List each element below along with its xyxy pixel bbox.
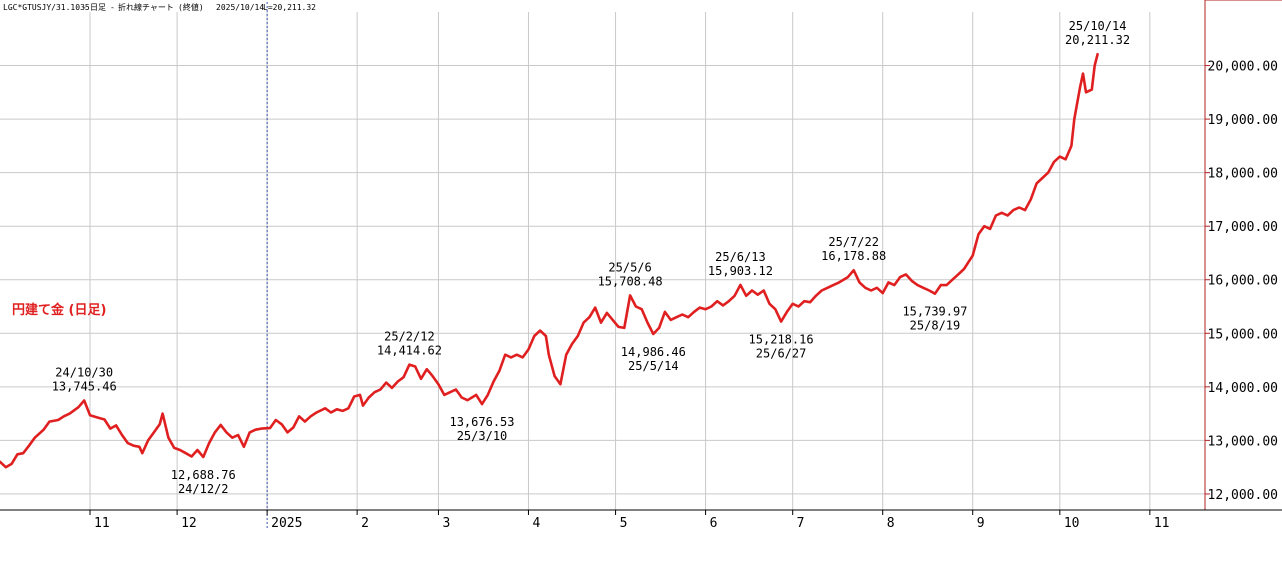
annotation-line-2: 15,903.12 bbox=[708, 264, 773, 278]
header-sep-2: - bbox=[110, 3, 115, 12]
series-line bbox=[0, 52, 1099, 469]
annotation-line-1: 13,676.53 bbox=[449, 415, 514, 429]
y-tick-label: 15,000.00 bbox=[1208, 327, 1278, 342]
x-tick-label: 4 bbox=[532, 516, 540, 531]
y-tick-label: 19,000.00 bbox=[1208, 113, 1278, 128]
annotation-line-1: 15,739.97 bbox=[902, 305, 967, 319]
x-tick-label: 6 bbox=[710, 516, 718, 531]
y-tick-label: 17,000.00 bbox=[1208, 220, 1278, 235]
header-last-value: L=20,211.32 bbox=[263, 3, 316, 12]
series-layer bbox=[0, 52, 1099, 469]
y-tick-label: 14,000.00 bbox=[1208, 381, 1278, 396]
x-tick-label: 7 bbox=[797, 516, 805, 531]
data-annotation: 25/5/615,708.48 bbox=[598, 260, 663, 288]
annotation-line-2: 20,211.32 bbox=[1065, 33, 1130, 47]
x-tick-label: 5 bbox=[620, 516, 628, 531]
header-price-kind: (終値) bbox=[178, 2, 204, 12]
annotation-line-2: 13,745.46 bbox=[52, 379, 117, 393]
annotation-line-2: 25/6/27 bbox=[756, 347, 807, 361]
header-code: LGC*GTUSJY/31.1035 bbox=[3, 3, 90, 12]
annotation-line-2: 15,708.48 bbox=[598, 274, 663, 288]
annotation-line-1: 25/2/12 bbox=[384, 330, 435, 344]
chart-header: LGC*GTUSJY/31.1035 - 日足 - 折れ線チャート (終値) 2… bbox=[3, 2, 316, 12]
annotation-line-1: 25/7/22 bbox=[828, 235, 879, 249]
header-sep-1: - bbox=[82, 3, 87, 12]
x-tick-label: 10 bbox=[1064, 516, 1080, 531]
annotation-line-2: 25/3/10 bbox=[457, 429, 508, 443]
x-tick-label: 12 bbox=[181, 516, 197, 531]
y-tick-label: 12,000.00 bbox=[1208, 488, 1278, 503]
axes: 12,000.00 13,000.00 14,000.00 15,000.00 16,0… bbox=[0, 0, 1282, 531]
annotation-line-2: 24/12/2 bbox=[178, 482, 229, 496]
x-tick-label: 3 bbox=[442, 516, 450, 531]
annotation-line-2: 25/8/19 bbox=[910, 319, 961, 333]
annotation-line-1: 25/5/6 bbox=[608, 260, 651, 274]
x-tick-label: 8 bbox=[887, 516, 895, 531]
x-tick-label: 11 bbox=[1154, 516, 1170, 531]
annotation-line-1: 25/10/14 bbox=[1069, 19, 1127, 33]
annotation-line-2: 14,414.62 bbox=[377, 344, 442, 358]
header-period: 日足 bbox=[90, 3, 106, 12]
annotation-line-1: 14,986.46 bbox=[621, 345, 686, 359]
annotation-line-1: 12,688.76 bbox=[171, 468, 236, 482]
grid bbox=[0, 2, 1205, 528]
y-tick-label: 18,000.00 bbox=[1208, 167, 1278, 182]
x-tick-label: 9 bbox=[977, 516, 985, 531]
header-last-date: 2025/10/14 bbox=[216, 3, 264, 12]
annotation-line-2: 16,178.88 bbox=[821, 249, 886, 263]
y-tick-label: 20,000.00 bbox=[1208, 60, 1278, 75]
x-tick-label: 11 bbox=[94, 516, 110, 531]
x-tick-label: 2025 bbox=[271, 516, 302, 531]
y-tick-label: 13,000.00 bbox=[1208, 434, 1278, 449]
y-tick-label: 16,000.00 bbox=[1208, 274, 1278, 289]
header-chart-kind: 折れ線チャート bbox=[118, 2, 174, 12]
series-caption: 円建て金 (日足) bbox=[12, 302, 106, 318]
x-tick-label: 2 bbox=[361, 516, 369, 531]
annotation-line-1: 24/10/30 bbox=[55, 365, 113, 379]
annotation-line-2: 25/5/14 bbox=[628, 359, 679, 373]
annotation-line-1: 15,218.16 bbox=[749, 333, 814, 347]
annotation-line-1: 25/6/13 bbox=[715, 250, 766, 264]
